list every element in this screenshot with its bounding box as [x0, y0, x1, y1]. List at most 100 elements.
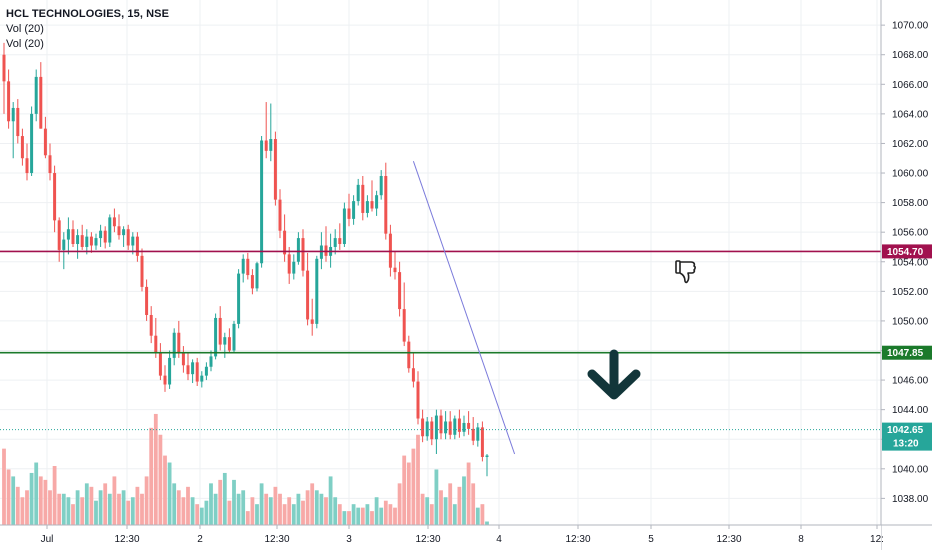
symbol-title[interactable]: HCL TECHNOLOGIES, 15, NSE	[6, 8, 170, 20]
candles	[2, 42, 489, 477]
candle-body	[131, 236, 135, 246]
time-tick-label: 12:30	[716, 534, 741, 545]
candle-body	[34, 76, 38, 114]
candle-body	[471, 428, 475, 441]
price-tick-label: 1050.00	[892, 316, 929, 327]
price-tick-label: 1066.00	[892, 80, 929, 91]
candle-body	[476, 427, 480, 441]
volume-bar	[38, 476, 43, 525]
candle-body	[126, 229, 130, 246]
candle-body	[209, 356, 213, 367]
volume-indicator-label[interactable]: Vol (20)	[6, 23, 44, 35]
thumbs-down-cuff	[675, 260, 681, 274]
candle-body	[292, 261, 296, 274]
candle-body	[140, 255, 144, 287]
candle-body	[85, 236, 89, 247]
volume-bar	[213, 493, 218, 525]
price-tick-label: 1044.00	[892, 405, 929, 416]
support-price-label: 1047.85	[887, 348, 924, 359]
price-tick-label: 1060.00	[892, 169, 929, 180]
volume-bar	[199, 507, 204, 525]
volume-bar	[310, 483, 315, 525]
last-price-label: 1042.65	[887, 425, 924, 436]
candle-body	[71, 229, 75, 245]
candle-body	[20, 136, 24, 159]
volume-bar	[282, 504, 287, 525]
volume-bar	[420, 493, 425, 525]
volume-bar	[452, 504, 457, 525]
thumbs-down-hand	[679, 261, 696, 284]
volume-bar	[406, 462, 411, 525]
candle-body	[149, 315, 153, 336]
candle-body	[402, 309, 406, 342]
support-price-badge	[882, 345, 932, 360]
candle-body	[416, 381, 420, 419]
time-tick-label: 12:30	[415, 534, 440, 545]
volume-bar	[471, 483, 476, 525]
volume-bar	[20, 497, 25, 525]
volume-bar	[218, 479, 223, 525]
candle-body	[163, 375, 167, 385]
volume-bar	[393, 507, 397, 525]
volume-bar	[117, 493, 121, 525]
volume-bar	[121, 490, 126, 525]
volume-bar	[167, 462, 172, 525]
volume-bar	[94, 500, 98, 525]
time-tick-label: 8	[798, 534, 804, 545]
volume-bar	[250, 497, 255, 525]
volume-bar	[75, 490, 80, 525]
candle-body	[11, 107, 15, 122]
volume-bar	[103, 483, 108, 525]
volume-bar	[328, 476, 333, 525]
candle-body	[384, 175, 388, 234]
volume-bar	[153, 413, 158, 525]
time-tick-label: 12:	[870, 534, 884, 545]
volume-bar	[301, 500, 305, 525]
volume-bar	[89, 486, 94, 525]
volume-bar	[356, 507, 361, 525]
volume-bar	[416, 434, 420, 525]
candle-body	[421, 418, 425, 437]
volume-bar	[227, 500, 232, 525]
candle-body	[398, 272, 402, 310]
volume-bar	[305, 490, 310, 525]
candle-body	[168, 357, 172, 385]
volume-bar	[278, 493, 282, 525]
candle-body	[375, 195, 379, 209]
candle-body	[425, 421, 429, 437]
volume-bar	[383, 500, 388, 525]
volume-bar	[319, 493, 324, 525]
volume-bar	[296, 493, 301, 525]
volume-bar	[144, 476, 149, 525]
volume-indicator-label-2[interactable]: Vol (20)	[6, 38, 44, 50]
candle-body	[356, 184, 360, 202]
candle-body	[158, 353, 162, 376]
volume-bar	[347, 511, 351, 525]
volume-bar	[259, 483, 264, 525]
candle-body	[480, 427, 484, 457]
volume-bar	[126, 500, 131, 525]
candle-body	[342, 208, 346, 245]
candle-body	[278, 199, 282, 231]
candle-body	[43, 128, 47, 156]
time-axis-background	[0, 525, 881, 550]
candle-body	[411, 368, 415, 382]
time-tick-label: 5	[648, 534, 654, 545]
volume-bar	[402, 455, 407, 525]
price-tick-label: 1064.00	[892, 109, 929, 120]
price-axis: 1038.001040.001042.001044.001046.001048.…	[880, 0, 932, 550]
candle-body	[444, 421, 448, 434]
candle-body	[260, 140, 264, 264]
volume-bar	[425, 497, 430, 525]
candle-body	[232, 323, 236, 351]
volume-bar	[2, 448, 6, 525]
resistance-price-badge	[882, 244, 932, 259]
bar-countdown-label: 13:20	[893, 439, 919, 450]
candle-body	[181, 353, 185, 366]
candle-body	[241, 258, 245, 274]
candle-body	[315, 258, 319, 324]
volume-bar	[475, 507, 480, 525]
candle-body	[186, 365, 190, 375]
volume-bar	[337, 504, 342, 525]
